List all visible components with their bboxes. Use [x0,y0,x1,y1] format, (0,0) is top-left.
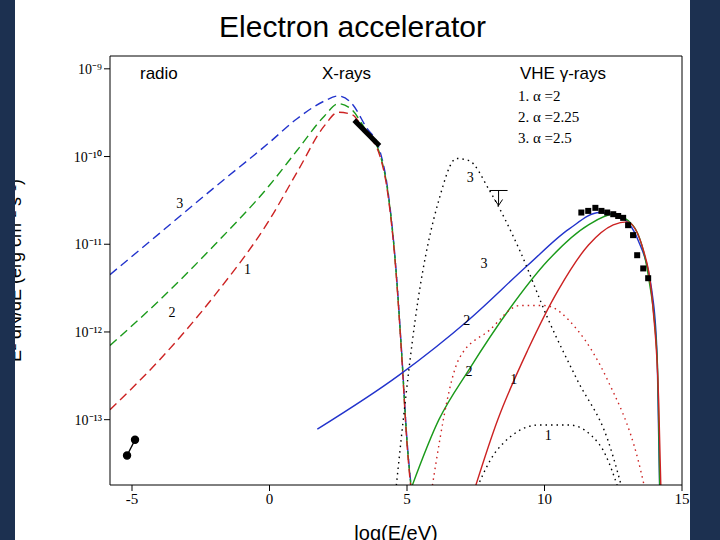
html-text:Electron accelerator: Electron accelerator [219,10,486,43]
html-text:3. α =2.5: 3. α =2.5 [518,130,572,146]
svg-text:10⁻¹²: 10⁻¹² [75,325,102,340]
svg-text:10⁻¹⁰: 10⁻¹⁰ [74,150,102,165]
svg-text:3: 3 [481,256,488,271]
svg-text:5: 5 [403,491,411,507]
svg-text:1: 1 [545,428,552,443]
html-text:2. α =2.25: 2. α =2.25 [518,109,580,125]
svg-text:3: 3 [176,196,183,211]
svg-text:2: 2 [463,313,470,328]
html-text:1. α =2: 1. α =2 [518,88,561,104]
svg-text:10⁻¹¹: 10⁻¹¹ [75,237,102,252]
svg-text:E² dN/dE (erg cm⁻² s⁻¹): E² dN/dE (erg cm⁻² s⁻¹) [15,179,25,362]
svg-text:1: 1 [510,372,517,387]
svg-text:2: 2 [168,305,175,320]
svg-text:10⁻⁹: 10⁻⁹ [78,62,102,77]
html-text:X-rays: X-rays [322,64,372,83]
svg-text:15: 15 [675,491,690,507]
svg-text:-5: -5 [126,491,139,507]
html-text:VHE γ-rays: VHE γ-rays [520,64,606,83]
svg-text:3: 3 [467,170,474,185]
svg-text:10⁻¹³: 10⁻¹³ [75,413,102,428]
svg-text:10: 10 [537,491,552,507]
svg-text:log(E/eV): log(E/eV) [354,522,437,540]
html-text:radio: radio [140,64,178,83]
svg-text:0: 0 [266,491,274,507]
svg-text:2: 2 [465,364,472,379]
svg-text:1: 1 [244,262,251,277]
